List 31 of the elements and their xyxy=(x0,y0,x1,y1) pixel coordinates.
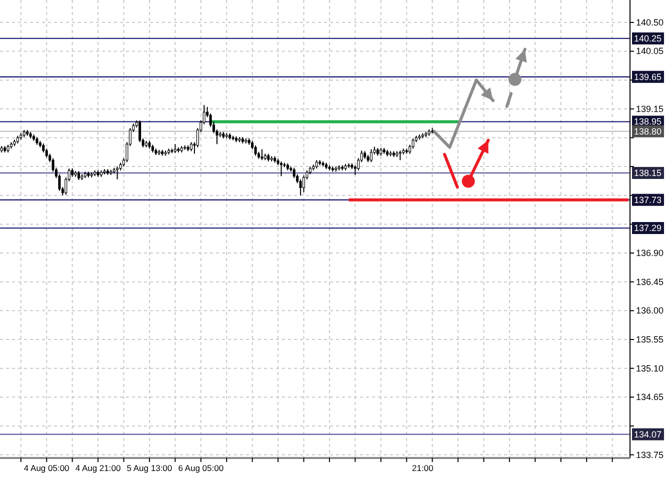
ref-line-label: 134.07 xyxy=(634,429,662,440)
candlestick xyxy=(116,166,119,180)
y-tick-label: 136.45 xyxy=(636,276,664,287)
candlestick xyxy=(260,148,264,161)
y-tick-label: 133.75 xyxy=(636,450,664,460)
candlestick xyxy=(412,138,414,150)
y-tick-label: 135.55 xyxy=(636,334,664,344)
ref-line-label: 137.73 xyxy=(634,194,662,205)
x-tick-label: 21:00 xyxy=(412,463,434,473)
y-tick-label: 134.65 xyxy=(636,392,664,402)
candlestick xyxy=(254,144,257,156)
candlestick xyxy=(280,160,283,177)
x-tick-label: 5 Aug 13:00 xyxy=(126,463,172,473)
y-tick-label: 136.00 xyxy=(636,306,664,316)
candlestick xyxy=(370,148,373,163)
y-tick-label: 140.50 xyxy=(636,17,664,28)
ref-line-label: 140.25 xyxy=(634,33,662,44)
ref-line-label: 137.29 xyxy=(634,223,662,234)
y-tick-label: 135.10 xyxy=(636,363,664,374)
candlestick xyxy=(398,150,402,161)
ref-line-label: 138.80 xyxy=(634,126,662,136)
x-tick-label: 4 Aug 21:00 xyxy=(75,463,121,473)
ref-line-label: 138.15 xyxy=(634,168,662,178)
x-tick-label: 4 Aug 05:00 xyxy=(24,463,70,473)
y-tick-label: 136.90 xyxy=(636,248,664,258)
ref-line-label: 139.65 xyxy=(634,72,662,82)
candlestick xyxy=(292,167,296,179)
y-tick-label: 140.05 xyxy=(636,46,664,56)
y-tick-label: 139.15 xyxy=(636,104,664,114)
x-tick-label: 6 Aug 05:00 xyxy=(178,463,224,473)
ref-line-label: 138.95 xyxy=(634,116,662,127)
